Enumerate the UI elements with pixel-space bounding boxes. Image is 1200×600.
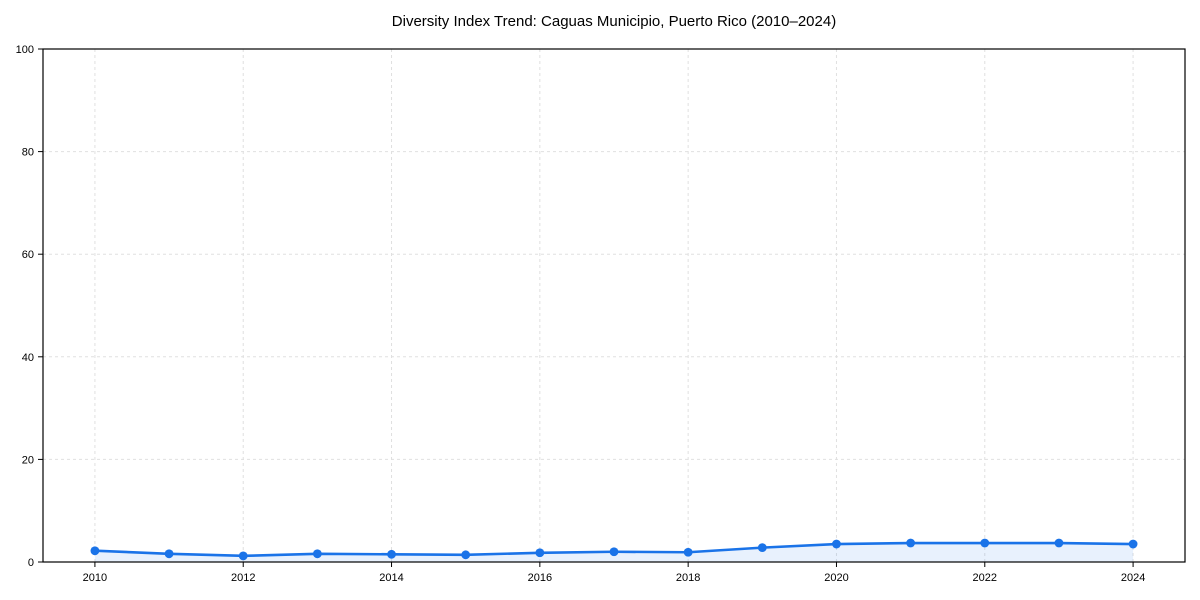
data-point-marker	[683, 547, 693, 557]
x-tick-label: 2014	[379, 572, 403, 584]
data-point-marker	[535, 548, 545, 558]
x-tick-label: 2022	[973, 572, 997, 584]
data-point-marker	[461, 550, 471, 560]
data-point-marker	[238, 551, 248, 561]
data-point-marker	[757, 543, 767, 553]
data-point-marker	[1054, 538, 1064, 548]
y-tick-label: 60	[22, 249, 34, 261]
x-tick-label: 2018	[676, 572, 700, 584]
chart-title: Diversity Index Trend: Caguas Municipio,…	[391, 13, 837, 30]
data-point-marker	[90, 546, 100, 556]
data-point-marker	[164, 549, 174, 559]
y-tick-label: 0	[28, 557, 34, 569]
data-point-marker	[312, 549, 322, 559]
data-point-marker	[387, 549, 396, 559]
data-point-marker	[980, 538, 990, 548]
plot-border	[42, 48, 1186, 563]
data-point-marker	[906, 538, 916, 548]
y-tick-label: 20	[22, 454, 34, 466]
data-point-marker	[832, 539, 841, 549]
y-tick-label: 100	[16, 44, 34, 56]
data-point-marker	[1128, 539, 1138, 549]
x-tick-label: 2012	[231, 572, 255, 584]
x-tick-label: 2010	[83, 572, 107, 584]
x-tick-label: 2024	[1121, 572, 1145, 584]
x-tick-label: 2020	[824, 572, 848, 584]
y-tick-label: 40	[22, 352, 34, 364]
x-tick-label: 2016	[528, 572, 552, 584]
data-point-marker	[609, 547, 619, 557]
y-tick-label: 80	[22, 147, 34, 159]
